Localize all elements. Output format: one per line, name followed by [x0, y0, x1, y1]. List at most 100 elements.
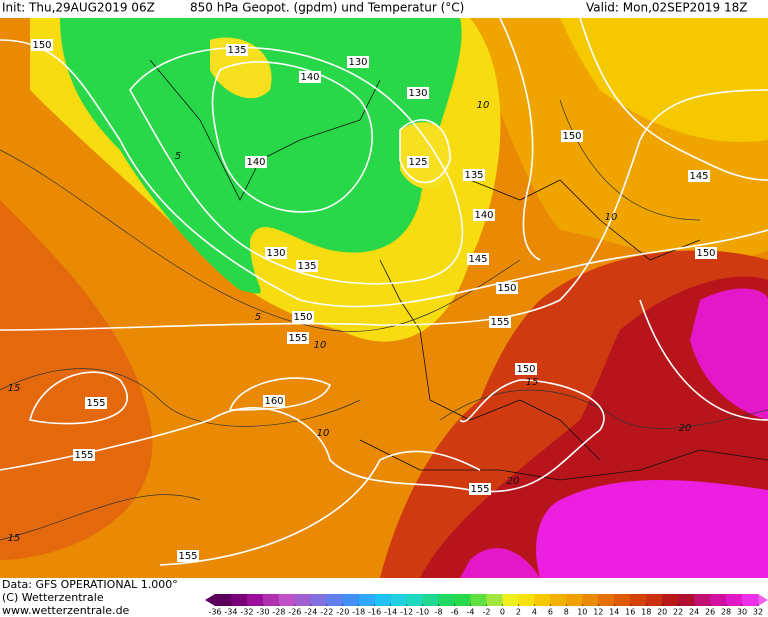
colorbar-tick-label: 4	[532, 608, 537, 617]
colorbar-swatch	[278, 594, 296, 606]
field-region	[460, 548, 540, 578]
colorbar-tick-label: -4	[467, 608, 475, 617]
colorbar-tick-label: 16	[625, 608, 635, 617]
map-field	[0, 17, 768, 579]
geopotential-label: 135	[297, 261, 316, 272]
isotherm-label: 10	[605, 212, 618, 223]
label-box	[296, 260, 318, 272]
label-box	[263, 395, 285, 407]
geopotential-label: 150	[516, 364, 535, 375]
coastline	[149, 59, 768, 481]
colorbar-swatch	[598, 594, 615, 606]
colorbar-swatch	[518, 594, 535, 606]
geopotential-label: 150	[696, 248, 715, 259]
colorbar-swatch	[726, 594, 743, 606]
label-box	[489, 316, 511, 328]
label-box	[407, 156, 429, 168]
label-box	[695, 247, 717, 259]
colorbar-tick-label: -12	[400, 608, 413, 617]
colorbar-tick-label: -24	[304, 608, 317, 617]
label-box	[85, 397, 107, 409]
isotherm-label: 10	[317, 428, 330, 439]
field-region	[0, 200, 153, 560]
isotherm-label: 15	[8, 533, 21, 544]
colorbar-tick-label: -2	[483, 608, 491, 617]
colorbar-swatch	[422, 594, 440, 606]
colorbar-tick-label: -26	[288, 608, 301, 617]
colorbar-tick-label: -16	[368, 608, 381, 617]
geopotential-label: 125	[408, 157, 427, 168]
geopotential-label: 155	[86, 398, 105, 409]
geopotential-line	[0, 89, 768, 331]
geopotential-label: 150	[32, 40, 51, 51]
label-box	[245, 156, 267, 168]
colorbar-tick-label: 2	[516, 608, 521, 617]
colorbar-swatch	[342, 594, 360, 606]
geopotential-line	[159, 299, 768, 566]
label-box	[292, 311, 314, 323]
colorbar-tick-label: 12	[593, 608, 603, 617]
colorbar-tick-label: -18	[352, 608, 365, 617]
geopotential-label: 155	[470, 484, 489, 495]
colorbar-swatch	[534, 594, 551, 606]
label-box	[688, 170, 710, 182]
colorbar-tick-label: -6	[451, 608, 459, 617]
label-box	[73, 449, 95, 461]
colorbar-tick-label: -36	[208, 608, 221, 617]
colorbar-swatch	[262, 594, 280, 606]
label-box	[177, 550, 199, 562]
colorbar-tick-label: 30	[737, 608, 747, 617]
data-source: Data: GFS OPERATIONAL 1.000°	[2, 578, 178, 591]
geopotential-label: 145	[689, 171, 708, 182]
colorbar-tick-label: 28	[721, 608, 731, 617]
isotherm-label: 20	[679, 423, 692, 434]
geopotential-label: 135	[464, 170, 483, 181]
label-box	[469, 483, 491, 495]
colorbar-swatch	[662, 594, 679, 606]
colorbar-tick-label: 22	[673, 608, 683, 617]
geopotential-line	[0, 379, 605, 493]
label-box	[265, 247, 287, 259]
label-box	[31, 39, 53, 51]
colorbar-swatch	[390, 594, 408, 606]
geopotential-label: 150	[562, 131, 581, 142]
colorbar-tick-label: -30	[256, 608, 269, 617]
colorbar-swatch	[438, 594, 456, 606]
colorbar-swatch	[678, 594, 695, 606]
label-box	[561, 130, 583, 142]
isotherm-label: 10	[477, 100, 490, 111]
geopotential-label: 155	[490, 317, 509, 328]
isotherm-label: 10	[314, 340, 327, 351]
colorbar-swatch	[406, 594, 424, 606]
geopotential-label: 150	[497, 283, 516, 294]
colorbar-tick-label: 24	[689, 608, 699, 617]
colorbar-tick-label: -34	[224, 608, 237, 617]
geopotential-label: 140	[246, 157, 265, 168]
geopotential-label: 135	[227, 45, 246, 56]
colorbar-swatch	[358, 594, 376, 606]
colorbar-tick-label: 26	[705, 608, 715, 617]
field-region	[536, 480, 768, 578]
isotherm-label: 5	[255, 312, 261, 323]
label-box	[496, 282, 518, 294]
colorbar-tick-label: 10	[577, 608, 587, 617]
field-region	[210, 37, 272, 99]
geopotential-label: 155	[178, 551, 197, 562]
colorbar-swatch	[246, 594, 264, 606]
colorbar-swatch	[614, 594, 631, 606]
geopotential-line	[499, 17, 768, 261]
colorbar-swatch	[326, 594, 344, 606]
label-box	[226, 44, 248, 56]
colorbar-swatch	[710, 594, 727, 606]
map-labels: 150 135 140 130 130 140 125 135 140 130 135 145 150 1…	[8, 39, 717, 562]
colorbar-swatch	[454, 594, 472, 606]
colorbar-swatch	[694, 594, 711, 606]
geopotential-label: 140	[474, 210, 493, 221]
geopotential-line	[129, 46, 464, 285]
colorbar-tick-label: 14	[609, 608, 619, 617]
colorbar-swatch	[582, 594, 599, 606]
field-region	[560, 18, 768, 142]
label-box	[407, 87, 429, 99]
